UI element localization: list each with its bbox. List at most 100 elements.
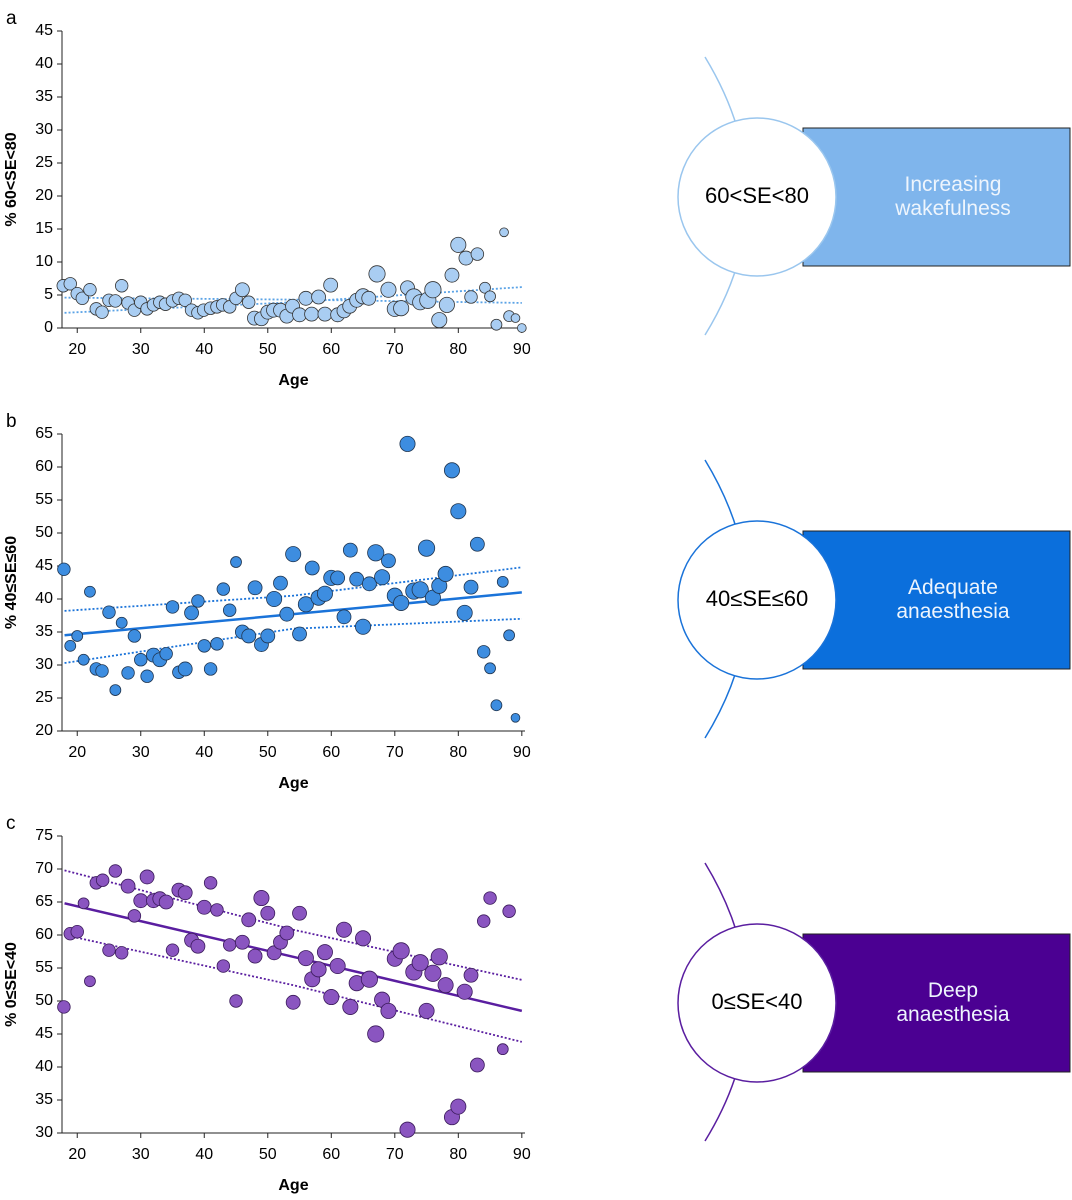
data-point	[437, 565, 454, 582]
data-point	[158, 894, 174, 910]
data-point	[102, 943, 116, 957]
y-tick-label: 0	[44, 319, 53, 336]
data-point	[260, 905, 276, 921]
data-point	[399, 1121, 416, 1138]
circle-label: 40≤SE≤60	[706, 586, 808, 611]
data-point	[273, 575, 288, 591]
data-point	[247, 948, 263, 964]
box-label-text: Increasing wakefulness	[895, 173, 1011, 220]
data-point	[510, 313, 521, 323]
y-tick-label: 55	[35, 959, 53, 976]
data-point	[63, 277, 77, 291]
x-tick-label: 40	[195, 341, 213, 358]
state-box	[802, 530, 1071, 670]
data-point	[464, 290, 478, 304]
box-label: Increasing wakefulness	[836, 128, 1070, 266]
data-point	[77, 897, 90, 910]
x-tick-label: 30	[132, 1146, 150, 1163]
y-tick-label: 20	[35, 187, 53, 204]
data-point	[517, 323, 527, 333]
y-tick-label: 40	[35, 1058, 53, 1075]
data-point	[75, 291, 90, 306]
y-tick-label: 65	[35, 425, 53, 442]
data-point	[114, 946, 129, 960]
data-point	[279, 606, 295, 622]
x-tick-label: 90	[513, 744, 531, 761]
data-point	[253, 890, 270, 907]
data-point	[139, 869, 155, 885]
y-tick-label: 30	[35, 656, 53, 673]
data-point	[241, 628, 257, 644]
y-tick-label: 65	[35, 893, 53, 910]
data-point	[323, 277, 339, 293]
data-point	[64, 639, 77, 652]
data-point	[216, 959, 231, 973]
data-point	[393, 300, 410, 317]
data-point	[355, 930, 372, 947]
data-point	[316, 585, 333, 602]
data-point	[203, 876, 218, 890]
data-point	[178, 293, 192, 307]
data-point	[57, 1000, 71, 1014]
data-point	[234, 934, 250, 950]
data-point	[392, 942, 410, 960]
data-point	[266, 590, 283, 608]
y-tick-label: 55	[35, 491, 53, 508]
data-point	[342, 542, 358, 558]
data-point	[399, 435, 416, 452]
x-axis-label: Age	[278, 372, 308, 389]
data-point	[109, 684, 122, 696]
y-tick-label: 45	[35, 557, 53, 574]
data-point	[330, 570, 346, 586]
data-point	[95, 664, 109, 678]
data-point	[210, 637, 224, 651]
data-point	[127, 629, 142, 643]
box-label: Adequate anaesthesia	[836, 531, 1070, 669]
state-circle	[677, 520, 837, 680]
data-point	[191, 594, 205, 608]
data-point	[285, 546, 302, 563]
x-tick-label: 40	[195, 1146, 213, 1163]
data-point	[184, 605, 199, 621]
y-axis-label: % 0≤SE<40	[3, 942, 20, 1027]
x-tick-label: 30	[132, 341, 150, 358]
data-point	[503, 629, 515, 642]
data-point	[329, 958, 346, 975]
box-label-text: Deep anaesthesia	[896, 979, 1010, 1026]
x-tick-label: 90	[513, 1146, 531, 1163]
data-point	[393, 594, 410, 611]
data-point	[336, 609, 352, 625]
x-axis-label: Age	[278, 1177, 308, 1194]
data-point	[431, 312, 448, 329]
y-tick-label: 45	[35, 1025, 53, 1042]
data-point	[463, 579, 479, 595]
data-point	[443, 462, 460, 479]
data-point	[380, 281, 397, 298]
data-point	[477, 914, 491, 928]
data-point	[285, 994, 301, 1010]
data-point	[115, 616, 128, 629]
data-point	[349, 571, 365, 587]
data-point	[310, 961, 327, 978]
y-tick-label: 25	[35, 154, 53, 171]
x-tick-label: 50	[259, 341, 277, 358]
x-tick-label: 60	[322, 1146, 340, 1163]
data-point	[134, 653, 148, 667]
state-circle	[677, 923, 837, 1083]
x-tick-label: 50	[259, 1146, 277, 1163]
y-axis-label: % 60<SE<80	[3, 132, 20, 226]
data-point	[490, 318, 503, 331]
x-tick-label: 70	[386, 744, 404, 761]
x-tick-label: 20	[68, 341, 86, 358]
data-point	[496, 575, 509, 588]
data-point	[477, 645, 491, 659]
box-label-text: Adequate anaesthesia	[896, 576, 1010, 623]
y-tick-label: 40	[35, 55, 53, 72]
data-point	[502, 904, 516, 918]
data-point	[367, 1025, 385, 1043]
x-tick-label: 60	[322, 744, 340, 761]
data-point	[499, 227, 509, 238]
x-tick-label: 60	[322, 341, 340, 358]
data-point	[355, 618, 372, 635]
data-point	[450, 236, 467, 253]
